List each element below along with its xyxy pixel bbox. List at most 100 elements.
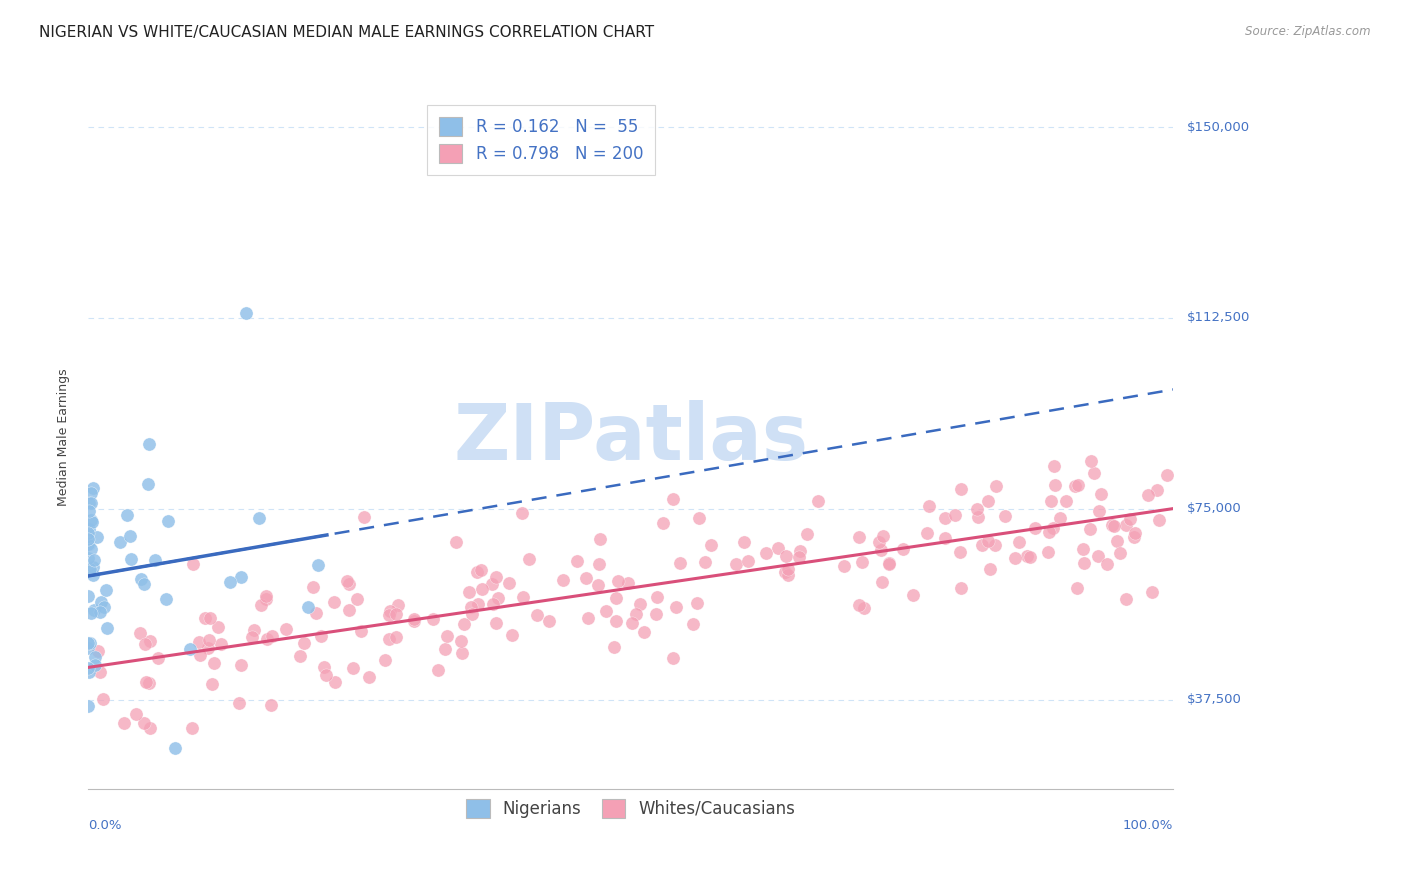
- Point: [606, 574, 628, 588]
- Point: [575, 571, 598, 585]
- Point: [949, 545, 972, 559]
- Point: [501, 628, 523, 642]
- Point: [450, 634, 472, 648]
- Point: [91, 691, 114, 706]
- Point: [553, 573, 575, 587]
- Point: [77, 537, 100, 551]
- Point: [877, 558, 900, 572]
- Point: [586, 578, 609, 592]
- Point: [427, 663, 450, 677]
- Point: [235, 306, 257, 320]
- Point: [453, 617, 475, 632]
- Point: [1038, 524, 1060, 539]
- Point: [1066, 477, 1088, 491]
- Point: [848, 530, 870, 544]
- Point: [872, 529, 894, 543]
- Point: [79, 485, 101, 500]
- Point: [1049, 511, 1071, 525]
- Point: [96, 621, 118, 635]
- Point: [787, 549, 810, 564]
- Point: [1078, 522, 1101, 536]
- Point: [682, 617, 704, 632]
- Point: [467, 598, 489, 612]
- Point: [77, 550, 100, 565]
- Point: [1073, 556, 1095, 570]
- Point: [117, 508, 139, 523]
- Point: [387, 599, 409, 613]
- Point: [274, 622, 297, 636]
- Point: [254, 591, 277, 606]
- Point: [315, 668, 337, 682]
- Point: [588, 558, 610, 572]
- Point: [789, 543, 811, 558]
- Point: [1043, 459, 1066, 474]
- Text: $75,000: $75,000: [1187, 502, 1241, 516]
- Point: [384, 607, 406, 622]
- Point: [733, 535, 755, 549]
- Point: [194, 610, 217, 624]
- Point: [77, 533, 100, 547]
- Point: [260, 698, 283, 712]
- Point: [737, 554, 759, 568]
- Point: [79, 562, 101, 576]
- Point: [444, 535, 467, 549]
- Point: [256, 632, 278, 647]
- Point: [605, 614, 627, 628]
- Point: [576, 611, 599, 625]
- Point: [460, 599, 482, 614]
- Point: [124, 707, 146, 722]
- Point: [628, 597, 651, 611]
- Point: [1019, 549, 1042, 564]
- Point: [465, 565, 488, 579]
- Point: [950, 482, 973, 496]
- Point: [87, 644, 110, 658]
- Point: [512, 590, 534, 604]
- Point: [891, 542, 914, 557]
- Point: [249, 598, 271, 612]
- Point: [526, 608, 548, 623]
- Point: [517, 552, 540, 566]
- Point: [290, 648, 312, 663]
- Point: [950, 582, 973, 596]
- Point: [903, 588, 925, 602]
- Point: [1122, 530, 1144, 544]
- Point: [851, 555, 873, 569]
- Point: [565, 554, 588, 568]
- Point: [1087, 549, 1109, 563]
- Point: [402, 614, 425, 628]
- Point: [1071, 541, 1094, 556]
- Point: [1105, 533, 1128, 548]
- Point: [187, 634, 209, 648]
- Point: [768, 541, 790, 555]
- Text: 0.0%: 0.0%: [89, 820, 122, 832]
- Point: [305, 606, 328, 620]
- Point: [1156, 468, 1178, 483]
- Point: [652, 516, 675, 531]
- Point: [537, 614, 560, 628]
- Point: [337, 603, 360, 617]
- Point: [481, 577, 503, 591]
- Point: [146, 651, 169, 665]
- Point: [129, 572, 152, 586]
- Point: [229, 570, 252, 584]
- Point: [796, 526, 818, 541]
- Point: [966, 502, 988, 516]
- Point: [457, 585, 479, 599]
- Point: [228, 696, 250, 710]
- Point: [384, 630, 406, 644]
- Point: [686, 596, 709, 610]
- Point: [700, 538, 723, 552]
- Point: [84, 649, 107, 664]
- Point: [1108, 546, 1130, 560]
- Point: [868, 534, 890, 549]
- Point: [77, 537, 100, 551]
- Point: [139, 633, 162, 648]
- Point: [665, 600, 688, 615]
- Point: [983, 538, 1005, 552]
- Point: [231, 657, 253, 672]
- Point: [1054, 494, 1077, 508]
- Point: [86, 530, 108, 544]
- Point: [1083, 466, 1105, 480]
- Point: [155, 592, 177, 607]
- Point: [470, 564, 492, 578]
